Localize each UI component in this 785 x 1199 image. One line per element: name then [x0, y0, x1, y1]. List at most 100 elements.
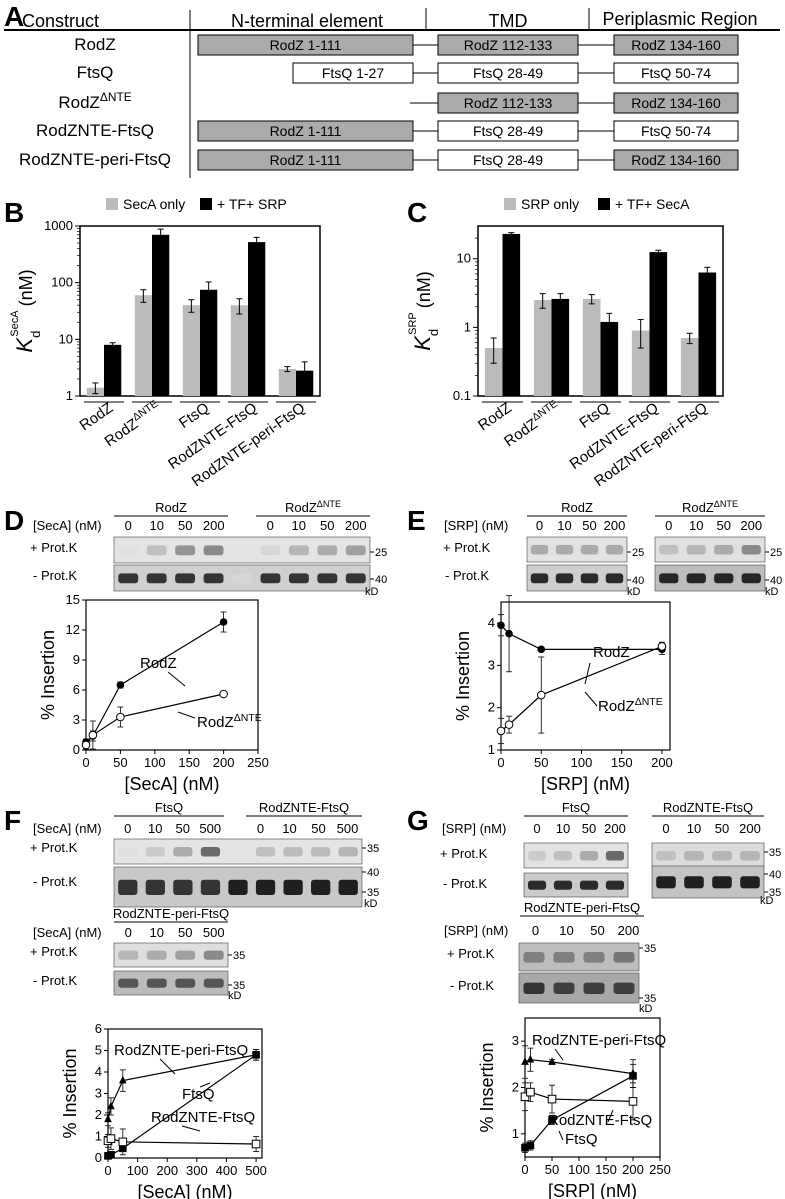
blot-band: [555, 545, 574, 555]
blot-band: [260, 573, 281, 584]
series-line: [524, 1059, 634, 1075]
lane-label: 50: [582, 518, 596, 533]
plot-frame: [500, 601, 671, 751]
panel-label-d: D: [4, 505, 24, 536]
header-periplasmic: Periplasmic Region: [602, 9, 757, 29]
blot-band: [605, 545, 624, 555]
series-line: [85, 693, 224, 746]
kd-label: kD: [365, 586, 379, 598]
panel-label-c: C: [407, 197, 427, 228]
data-point: [219, 618, 228, 626]
bar: [582, 298, 601, 396]
conc-label: [SRP] (nM): [444, 923, 508, 938]
legend-swatch: [598, 198, 610, 210]
mw-label: 40: [375, 574, 387, 586]
header-tmd: TMD: [489, 11, 528, 31]
bar: [600, 321, 619, 396]
x-category-label: RodZ: [475, 399, 515, 434]
blot-band: [741, 573, 761, 584]
blot-band: [317, 573, 338, 584]
panel-label-g: G: [407, 805, 429, 836]
plus-protk-label: + Prot.K: [447, 946, 495, 961]
y-tick-label: 6: [73, 682, 80, 697]
series-line: [500, 645, 663, 732]
lane-label: 0: [124, 821, 131, 836]
blot-band: [740, 851, 760, 861]
panel-f-blots: FtsQ RodZNTE-FtsQ[SecA] (nM) 0 10 50 500 0 10 50…: [30, 800, 379, 1002]
bar: [680, 338, 699, 396]
blot-band: [146, 573, 167, 584]
blot-band: [527, 851, 547, 861]
blot-group-title: RodZNTE-peri-FtsQ: [113, 906, 229, 921]
blot-band: [583, 982, 605, 994]
blot-band: [288, 545, 309, 556]
data-point: [88, 730, 98, 740]
minus-protk-label: - Prot.K: [445, 568, 489, 583]
lane-label: 10: [557, 518, 571, 533]
blot-band: [656, 876, 676, 889]
kd-label: kD: [639, 1003, 653, 1015]
x-tick-label: 250: [247, 755, 269, 770]
legend-label: SecA only: [123, 196, 185, 212]
data-point: [252, 1051, 260, 1059]
y-tick-label: 1: [95, 1129, 102, 1144]
x-tick-label: 0: [497, 755, 504, 770]
data-point: [496, 726, 506, 736]
bar: [104, 344, 122, 396]
lane-label: 50: [311, 821, 325, 836]
lane-label: 10: [687, 821, 701, 836]
data-point: [505, 629, 513, 638]
panel-label-a: A: [4, 1, 24, 32]
blot-band: [613, 951, 635, 963]
annotation-leader: [584, 691, 598, 707]
y-tick-label: 3: [73, 712, 80, 727]
x-tick-label: 100: [127, 1163, 149, 1178]
annotation-leader: [177, 711, 196, 719]
blot-band: [530, 573, 549, 584]
blot-band: [118, 978, 139, 988]
panel-e-line-chart: 0 50 100 150 200 1 2 3 4 [SRP] (nM) % Insertion Rod…: [453, 595, 673, 794]
lane-label: 10: [292, 518, 306, 533]
lane-label: 10: [150, 925, 164, 940]
minus-protk-label: - Prot.K: [450, 978, 494, 993]
x-tick-label: 500: [245, 1163, 267, 1178]
conc-label: [SRP] (nM): [442, 821, 506, 836]
blot-band: [175, 545, 196, 556]
lane-label: 10: [282, 821, 296, 836]
lane-label: 200: [618, 923, 640, 938]
panel-e-blots: RodZ RodZΔNTE [SRP] (nM) 0 10 50 200 0 10 50 200 + …: [443, 499, 782, 598]
y-tick-label: 5: [95, 1043, 102, 1058]
blot-band: [714, 545, 734, 555]
blot-band: [173, 879, 193, 895]
mw-label: 25: [632, 547, 644, 559]
blot-band: [527, 880, 547, 890]
x-tick-label: 200: [651, 755, 673, 770]
data-point: [251, 1139, 261, 1149]
nte-label: RodZ 1-111: [270, 152, 342, 168]
conc-label: [SecA] (nM): [33, 821, 102, 836]
blot-group-title: RodZΔNTE: [682, 499, 738, 515]
blot-band: [118, 847, 138, 857]
x-category-label: RodZ: [76, 399, 116, 434]
peri-box: [613, 149, 739, 171]
blot-band: [232, 573, 252, 584]
y-axis-label: % Insertion: [477, 1042, 497, 1132]
data-point: [107, 1150, 115, 1159]
blot-band: [175, 573, 196, 584]
x-tick-label: 0: [82, 755, 89, 770]
x-axis-label: [SecA] (nM): [137, 1182, 232, 1199]
y-axis-label: KdSecA(nM): [9, 269, 43, 352]
blot-band: [260, 545, 281, 556]
blot-band: [659, 573, 679, 584]
y-tick-label: 1: [488, 742, 495, 757]
blot-group-title: RodZΔNTE: [285, 499, 341, 515]
mw-label: 40: [632, 575, 644, 587]
blot-band: [523, 982, 545, 994]
panel-d-line-chart: 0 50 100 150 200 250 0 3 6 9 12 15 [SecA] (nM) % Inse…: [38, 592, 269, 794]
data-point: [119, 1075, 127, 1084]
blot-band: [659, 545, 679, 555]
lane-label: 0: [533, 821, 540, 836]
blot-band: [553, 951, 575, 963]
blot-band: [118, 573, 139, 584]
